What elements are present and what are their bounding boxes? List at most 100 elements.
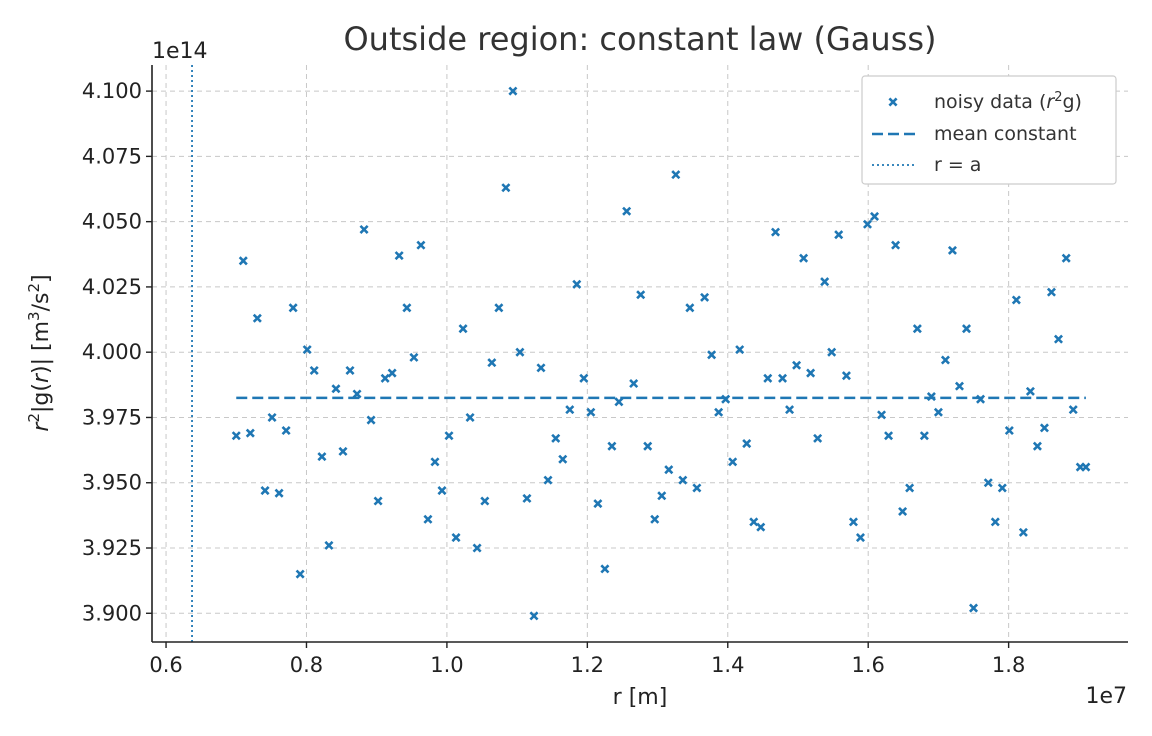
- scatter-point: [756, 522, 766, 532]
- scatter-point: [728, 457, 738, 467]
- scatter-point: [685, 303, 695, 313]
- scatter-point: [785, 405, 795, 415]
- legend-marker-scatter: [888, 97, 898, 107]
- scatter-point: [983, 478, 993, 488]
- y-offset-label: 1e14: [152, 39, 208, 64]
- scatter-point: [884, 431, 894, 441]
- scatter-point: [707, 350, 717, 360]
- scatter-point: [565, 405, 575, 415]
- x-offset-label: 1e7: [1085, 684, 1127, 709]
- y-axis-label-part: 2: [25, 413, 43, 423]
- scatter-point: [451, 533, 461, 543]
- y-axis-label-part: 2: [25, 283, 43, 293]
- scatter-point: [671, 170, 681, 180]
- x-tick-label: 0.6: [149, 653, 182, 677]
- scatter-point: [855, 533, 865, 543]
- scatter-point: [848, 517, 858, 527]
- scatter-point: [387, 368, 397, 378]
- scatter-point: [1081, 462, 1091, 472]
- scatter-point: [572, 279, 582, 289]
- scatter-point: [1011, 295, 1021, 305]
- scatter-point: [912, 324, 922, 334]
- scatter-point: [664, 465, 674, 475]
- scatter-point: [373, 496, 383, 506]
- scatter-point: [813, 433, 823, 443]
- scatter-point: [430, 457, 440, 467]
- scatter-point: [252, 313, 262, 323]
- scatter-point: [501, 183, 511, 193]
- scatter-point: [643, 441, 653, 451]
- legend-label-r-equals-a: r = a: [934, 154, 981, 176]
- scatter-point: [841, 371, 851, 381]
- scatter-point: [657, 491, 667, 501]
- scatter-point: [1046, 287, 1056, 297]
- scatter-point: [586, 407, 596, 417]
- scatter-point: [444, 431, 454, 441]
- scatter-point: [359, 224, 369, 235]
- scatter-point: [834, 230, 844, 240]
- scatter-point: [778, 373, 788, 383]
- scatter-point: [472, 543, 482, 553]
- scatter-point: [997, 483, 1007, 493]
- scatter-point: [1039, 423, 1049, 433]
- series-layer: [191, 65, 1091, 642]
- ticks: 0.6 0.8 1.0 1.2 1.4 1.6 1.8 3.900 3.925 3.950 3.97…: [82, 79, 1025, 677]
- y-tick-label: 3.975: [82, 405, 142, 429]
- scatter-point: [614, 397, 624, 407]
- scatter-point: [820, 277, 830, 287]
- scatter-point: [309, 365, 319, 375]
- scatter-point: [954, 381, 965, 391]
- scatter-point: [714, 407, 724, 417]
- scatter-point: [990, 517, 1000, 527]
- scatter-point: [522, 493, 532, 503]
- scatter-point: [940, 355, 950, 365]
- scatter-point: [238, 256, 248, 266]
- y-tick-label: 4.100: [82, 79, 142, 103]
- scatter-point: [905, 483, 915, 493]
- x-tick-label: 0.8: [290, 653, 323, 677]
- x-axis-label: r [m]: [613, 685, 668, 710]
- scatter-point: [678, 475, 688, 485]
- scatter-point: [1025, 386, 1035, 396]
- scatter-point: [749, 517, 759, 527]
- scatter-point: [1068, 405, 1078, 415]
- scatter-point: [281, 426, 291, 436]
- scatter-point: [862, 219, 873, 229]
- scatter-point: [593, 499, 603, 509]
- y-axis-label-part: ]: [29, 274, 54, 283]
- scatter-point: [402, 303, 412, 313]
- scatter-point: [338, 446, 348, 456]
- scatter-point: [416, 240, 426, 250]
- scatter-point: [770, 227, 781, 237]
- y-axis-label-part: r: [29, 421, 54, 432]
- scatter-point: [1032, 441, 1042, 451]
- scatter-point: [508, 86, 518, 96]
- y-tick-label: 4.025: [82, 275, 142, 299]
- chart-title: Outside region: constant law (Gauss): [343, 20, 936, 58]
- y-tick-label: 4.000: [82, 340, 142, 364]
- scatter-point: [870, 211, 880, 221]
- scatter-point: [260, 486, 270, 496]
- legend-label-mean-constant: mean constant: [934, 123, 1077, 145]
- scatter-point: [302, 345, 312, 355]
- y-tick-label: 4.050: [82, 210, 142, 234]
- scatter-point: [961, 324, 972, 334]
- scatter-point: [515, 347, 525, 357]
- scatter-point: [799, 253, 809, 263]
- scatter-point: [919, 431, 929, 441]
- scatter-point: [806, 368, 816, 378]
- scatter-point: [331, 384, 341, 394]
- scatter-point: [536, 363, 546, 373]
- scatter-point: [1061, 253, 1071, 263]
- scatter-point: [366, 415, 376, 425]
- legend: noisy data (r2g) mean constant r = a: [861, 75, 1117, 185]
- scatter-point: [827, 347, 837, 357]
- scatter-point: [735, 345, 745, 355]
- legend-label-noisy-data: noisy data (r2g): [934, 90, 1082, 114]
- scatter-point: [423, 514, 433, 524]
- scatter-point: [274, 488, 284, 498]
- y-tick-label: 3.950: [82, 471, 142, 495]
- y-axis-label: r2|g(r)| [m3/s2]: [25, 274, 54, 431]
